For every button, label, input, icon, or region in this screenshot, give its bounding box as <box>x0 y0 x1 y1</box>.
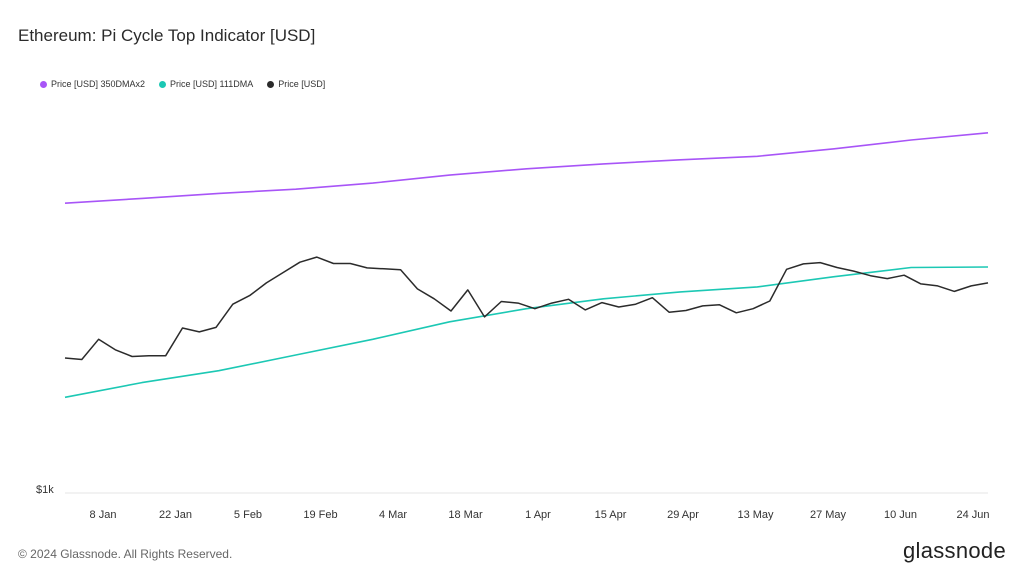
x-tick-label: 15 Apr <box>595 509 627 521</box>
series-price-line <box>64 256 989 361</box>
x-tick-label: 8 Jan <box>90 509 117 521</box>
x-tick-label: 27 May <box>810 509 847 521</box>
glassnode-logo: glassnode <box>903 538 1006 563</box>
legend-item-111dma[interactable]: Price [USD] 111DMA <box>159 79 253 89</box>
legend-label-price: Price [USD] <box>278 79 326 89</box>
footer-copyright: © 2024 Glassnode. All Rights Reserved. <box>18 547 233 561</box>
x-tick-label: 19 Feb <box>303 509 337 521</box>
legend-label-111dma: Price [USD] 111DMA <box>170 79 254 89</box>
x-axis: 8 Jan 22 Jan 5 Feb 19 Feb 4 Mar 18 Mar 1 Apr 15… <box>65 492 990 521</box>
legend-item-350dma[interactable]: Price [USD] 350DMAx2 <box>40 79 145 89</box>
x-tick-label: 5 Feb <box>234 509 262 521</box>
legend-dot-price <box>267 80 275 88</box>
y-tick-label: $1k <box>36 484 54 496</box>
x-tick-label: 13 May <box>737 509 774 521</box>
series-111dma-line <box>64 266 989 399</box>
legend-dot-350dma <box>40 80 47 88</box>
series-layer <box>64 132 989 399</box>
x-tick-label: 24 Jun <box>956 509 989 521</box>
legend: Price [USD] 350DMAx2 Price [USD] 111DMA … <box>40 79 325 89</box>
x-tick-label: 4 Mar <box>379 509 407 521</box>
x-tick-label: 1 Apr <box>525 509 551 521</box>
x-tick-label: 10 Jun <box>884 509 917 521</box>
chart-title: Ethereum: Pi Cycle Top Indicator [USD] <box>18 26 316 45</box>
legend-dot-111dma <box>159 80 167 88</box>
x-tick-label: 29 Apr <box>667 509 699 521</box>
series-350dmax2-line <box>64 132 989 204</box>
x-tick-label: 22 Jan <box>159 509 192 521</box>
legend-item-price[interactable]: Price [USD] <box>267 79 325 89</box>
x-tick-label: 18 Mar <box>448 509 483 521</box>
legend-label-350dma: Price [USD] 350DMAx2 <box>51 79 146 89</box>
